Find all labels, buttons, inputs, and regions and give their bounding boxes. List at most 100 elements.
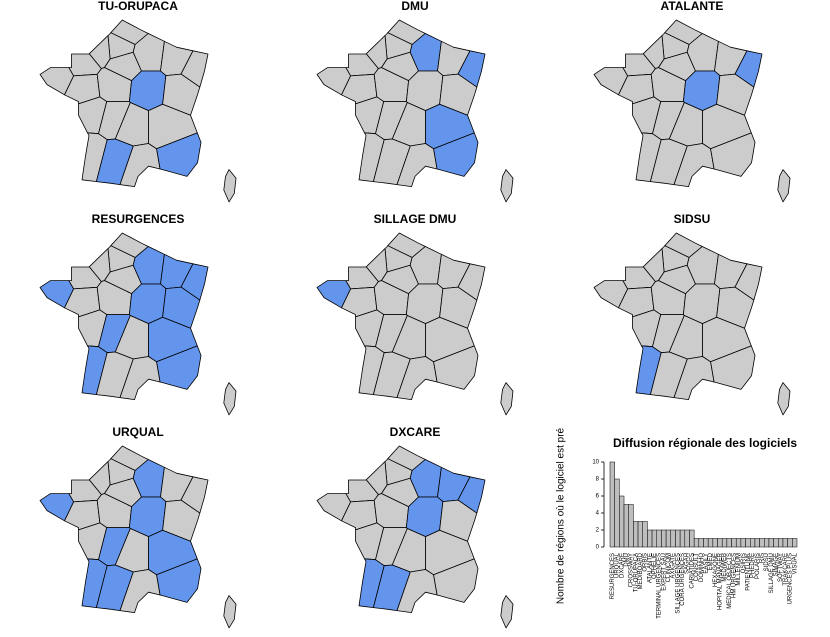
bar: [614, 478, 620, 548]
bar: [740, 538, 746, 548]
region: [156, 132, 202, 177]
x-tick-label: CONSULT: [694, 553, 700, 582]
x-tick-label: RESURGENCES: [610, 553, 616, 599]
region: [457, 50, 486, 88]
x-tick-label: OPHELIE: [652, 553, 658, 579]
region: [673, 143, 715, 188]
region: [777, 382, 791, 416]
bar: [684, 529, 690, 548]
x-tick-label: TRAKCARE: [783, 553, 789, 586]
x-tick-label: SILLAGE DMU: [769, 553, 775, 593]
region: [156, 558, 202, 603]
map: ATALANTE: [593, 0, 791, 203]
bar: [773, 538, 779, 548]
region: [180, 263, 209, 301]
bar: [782, 538, 788, 548]
region: [119, 143, 161, 188]
x-tick-label: SIDSU: [764, 553, 770, 571]
x-tick-label: MILLENIUM: [736, 553, 742, 586]
region: [223, 382, 237, 416]
x-tick-label: ATALANTE: [647, 553, 653, 583]
region: [180, 50, 209, 88]
region: [358, 345, 385, 396]
bar: [764, 538, 770, 548]
x-tick-label: URQUAL: [615, 552, 621, 578]
region: [396, 569, 438, 613]
bar: [647, 529, 653, 548]
x-tick-label: ORBIS: [643, 553, 649, 572]
region: [81, 558, 108, 608]
region: [500, 595, 514, 629]
x-tick-label: POLARIS: [755, 553, 761, 579]
x-tick-label: HM URGENCES: [731, 553, 737, 598]
bar: [689, 529, 695, 548]
map-title: ATALANTE: [661, 0, 724, 13]
bar: [735, 538, 742, 548]
region: [119, 356, 161, 401]
bar: [698, 538, 704, 548]
region: [710, 345, 756, 390]
map-title: DXCARE: [390, 425, 441, 439]
x-tick-label: SAGAH: [685, 553, 691, 574]
x-tick-label: EASILY: [703, 553, 709, 574]
x-tick-label: SIMAGE: [774, 553, 780, 576]
region: [734, 263, 763, 301]
bar: [665, 529, 672, 548]
bar-chart: Diffusion régionale des logiciels Nombre …: [556, 427, 799, 618]
bar: [731, 538, 737, 548]
bar: [661, 529, 667, 548]
bar: [745, 538, 751, 548]
x-tick-label: MEDICAL OBJECTS: [727, 553, 733, 609]
y-axis-label: Nombre de régions où le logiciel est pré: [556, 427, 567, 604]
region: [223, 169, 237, 203]
bar: [656, 529, 662, 548]
region: [500, 382, 514, 416]
region: [433, 345, 479, 390]
x-tick-label: OSIRIS: [741, 553, 747, 573]
y-tick-label: 10: [592, 460, 599, 466]
y-tick-label: 0: [596, 545, 600, 551]
map-title: RESURGENCES: [92, 212, 185, 226]
bar: [703, 538, 709, 548]
bar: [637, 521, 643, 548]
bar: [670, 529, 676, 548]
x-tick-label: HEXAGONE: [713, 553, 719, 587]
map: DXCARE: [316, 425, 514, 629]
region: [635, 345, 662, 396]
bar: [717, 538, 723, 548]
bar: [642, 521, 648, 548]
map-title: TU-ORUPACA: [98, 0, 178, 13]
bar: [712, 538, 718, 548]
region: [457, 476, 486, 514]
map-title: URQUAL: [112, 425, 163, 439]
bar: [675, 529, 681, 548]
x-tick-label: MEDIWEB: [722, 553, 728, 582]
map: TU-ORUPACA: [39, 0, 237, 203]
x-tick-label: PHEDRE: [750, 553, 756, 578]
x-tick-label: TERMINAL URGENCES: [657, 553, 663, 619]
region: [358, 132, 385, 183]
map-title: DMU: [401, 0, 428, 13]
region: [81, 345, 108, 396]
region: [81, 132, 108, 183]
x-tick-label: VISUAL: [792, 552, 798, 574]
region: [500, 169, 514, 203]
x-tick-label: EMED: [708, 552, 714, 570]
region: [433, 558, 479, 603]
x-tick-label: HOPITAL MANAGER: [717, 552, 723, 610]
bar: [693, 538, 700, 548]
region: [358, 558, 385, 608]
x-tick-label: DOMINHO: [699, 553, 705, 582]
x-tick-label: SOFTWAY: [778, 553, 784, 582]
bar: [768, 538, 774, 548]
region: [156, 345, 202, 390]
x-tick-label: CLINICOM: [666, 553, 672, 582]
region: [433, 132, 479, 177]
x-tick-label: RIS: [759, 553, 765, 563]
map-title: SILLAGE DMU: [374, 212, 457, 226]
y-tick-label: 6: [596, 494, 600, 500]
region: [710, 132, 756, 177]
bar: [792, 538, 798, 548]
x-tick-label: EXPERT SAU: [661, 553, 667, 591]
